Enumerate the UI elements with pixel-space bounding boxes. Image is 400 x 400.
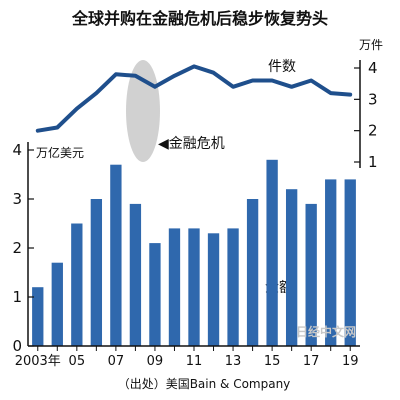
- left-tick-label-2: 2: [12, 239, 22, 257]
- bar-2017: [305, 203, 317, 346]
- x-tick-label-2015: 15: [264, 354, 281, 369]
- right-tick-label-2: 2: [368, 122, 378, 140]
- bar-2013: [227, 228, 239, 346]
- bar-2004: [51, 262, 63, 346]
- x-tick-label-2005: 05: [69, 354, 86, 369]
- x-tick-label-2019: 19: [342, 354, 359, 369]
- bar-2005: [71, 223, 83, 346]
- bar-2019: [344, 179, 356, 346]
- line-series-path: [35, 64, 353, 133]
- x-tick-label-2009: 09: [147, 354, 164, 369]
- bar-2007: [110, 164, 122, 346]
- bar-2014: [246, 199, 259, 346]
- left-axis-unit: 万亿美元: [36, 145, 84, 160]
- source-note: （出处）美国Bain & Company: [118, 377, 291, 391]
- left-tick-label-3: 3: [12, 190, 22, 208]
- bar-2010: [168, 228, 181, 346]
- watermark: 日经中文网: [296, 324, 356, 339]
- x-tick-label-2013: 13: [225, 354, 242, 369]
- x-axis: 2003年 05 07 09 11 13 15 17 19: [15, 345, 360, 369]
- bar-2016: [285, 189, 298, 346]
- right-tick-label-4: 4: [368, 59, 378, 77]
- right-tick-label-1: 1: [368, 153, 378, 171]
- chart-title: 全球并购在金融危机后稳步恢复势头: [71, 9, 328, 28]
- x-tick-label-2007: 07: [108, 354, 125, 369]
- right-tick-label-3: 3: [368, 90, 378, 108]
- left-axis: 0 1 2 3 4: [12, 141, 34, 355]
- left-tick-label-0: 0: [12, 337, 22, 355]
- line-series-label: 件数: [268, 59, 296, 75]
- bar-2012: [207, 233, 220, 346]
- bar-2006: [90, 199, 103, 346]
- x-tick-label-2011: 11: [186, 354, 203, 369]
- bar-2015: [266, 159, 278, 346]
- crisis-annotation: ◀金融危机: [158, 136, 225, 152]
- left-tick-label-1: 1: [12, 288, 22, 306]
- bars-layer: [32, 159, 356, 346]
- right-axis: 1 2 3 4: [354, 59, 378, 171]
- left-tick-label-4: 4: [12, 141, 22, 159]
- bar-2009: [149, 243, 161, 346]
- x-tick-label-2017: 17: [303, 354, 320, 369]
- right-axis-unit: 万件: [359, 38, 383, 52]
- x-tick-label-2003: 2003年: [15, 354, 61, 369]
- line-layer: [35, 64, 353, 133]
- bar-2011: [188, 228, 200, 346]
- bar-2008: [129, 203, 142, 346]
- bar-2003: [32, 287, 44, 346]
- bar-2018: [325, 179, 337, 346]
